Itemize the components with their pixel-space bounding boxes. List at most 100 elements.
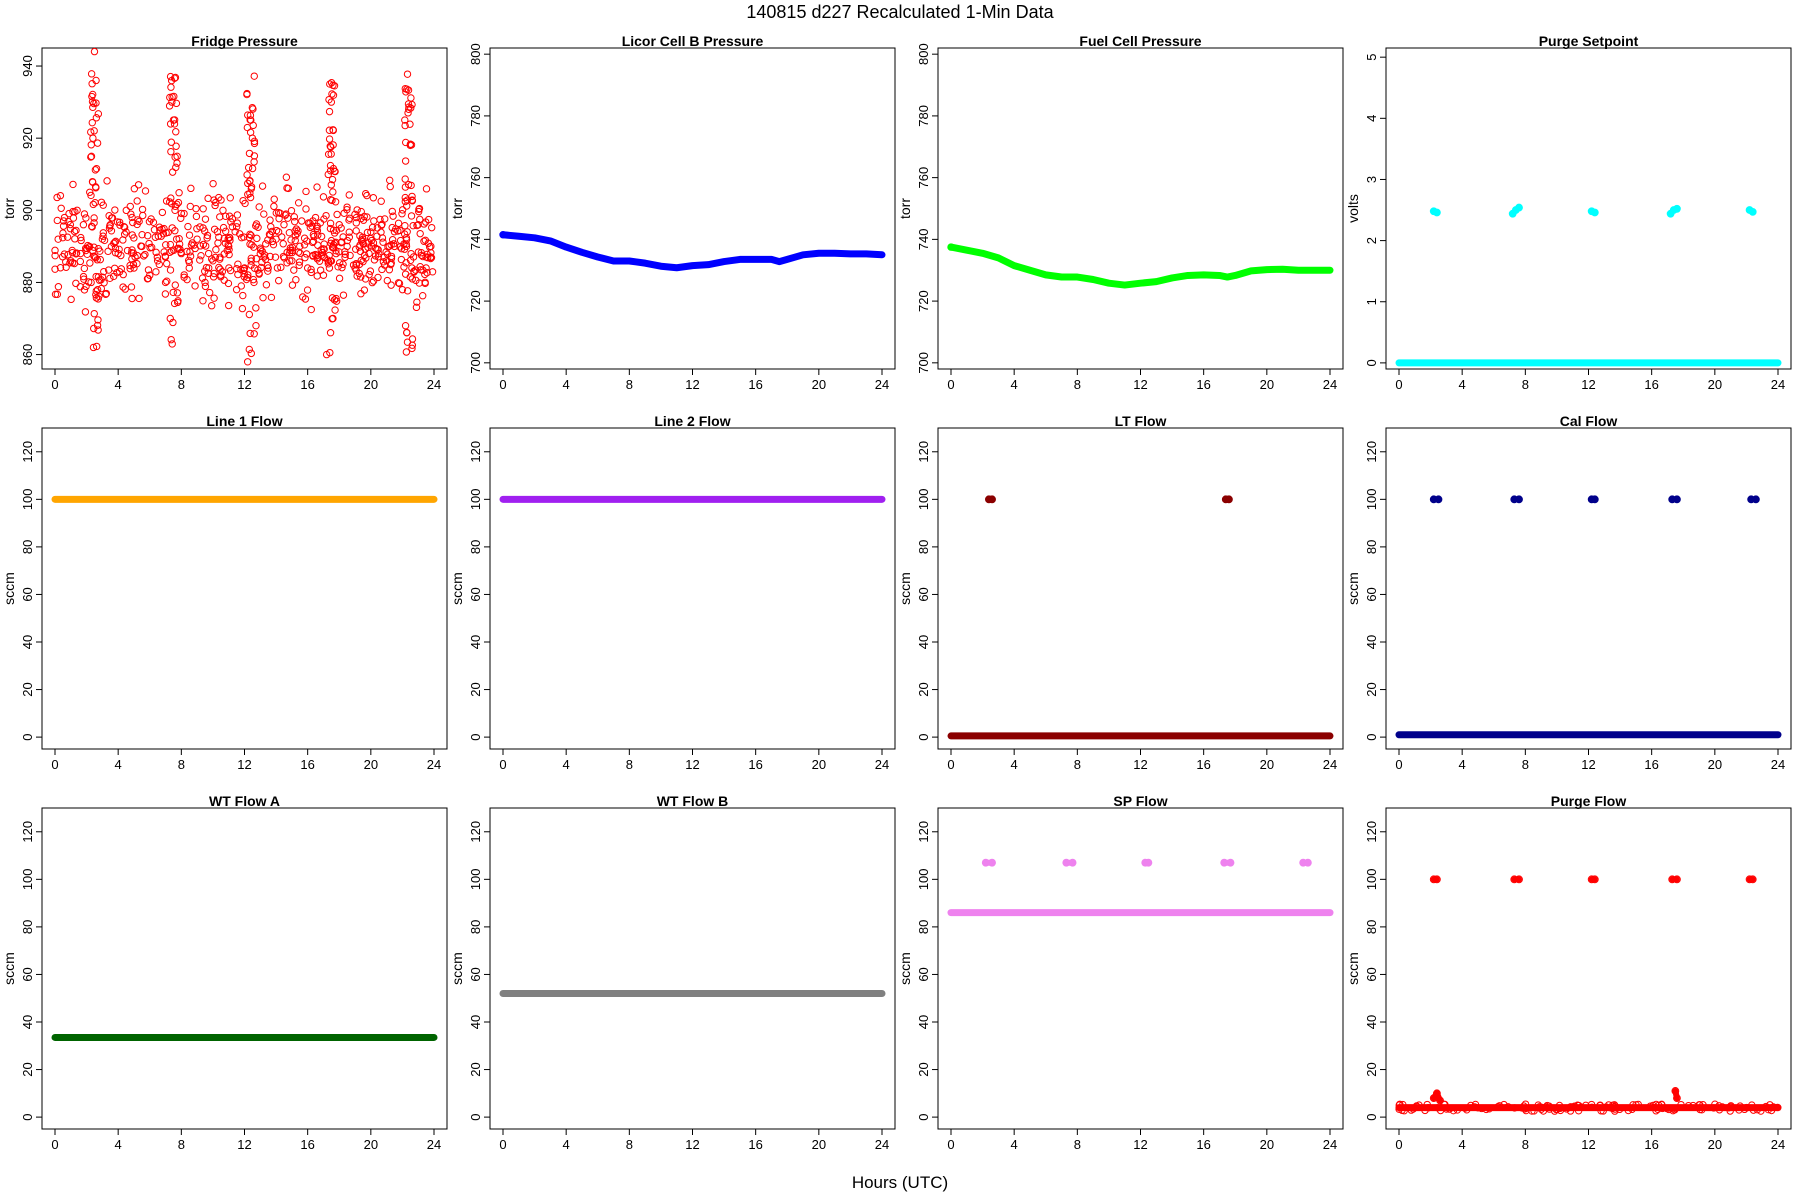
x-tick-label: 8: [1522, 757, 1529, 772]
data-point: [102, 290, 110, 298]
x-tick-label: 0: [51, 757, 58, 772]
data-point: [87, 141, 95, 149]
data-point: [352, 261, 361, 269]
data-point: [319, 193, 328, 201]
data-point: [172, 128, 180, 136]
data-point: [245, 310, 254, 319]
data-point: [386, 176, 394, 185]
data-point: [152, 268, 160, 276]
x-tick-label: 8: [1522, 377, 1529, 392]
data-point: [192, 212, 201, 221]
data-point: [424, 239, 433, 247]
data-point: [309, 237, 318, 246]
x-tick-label: 4: [1011, 757, 1018, 772]
data-point: [1433, 875, 1441, 884]
data-point: [134, 181, 143, 189]
data-point: [270, 195, 278, 203]
x-tick-label: 0: [1395, 757, 1402, 772]
data-point: [408, 275, 417, 283]
x-tick-label: 8: [626, 757, 633, 772]
data-point: [308, 222, 316, 230]
data-point: [248, 164, 257, 173]
data-point: [174, 244, 183, 253]
data-point: [123, 246, 132, 255]
data-point: [419, 292, 427, 300]
data-point: [138, 230, 146, 239]
data-point: [246, 111, 255, 120]
panel-title: Fridge Pressure: [191, 33, 298, 49]
x-tick-label: 12: [1133, 377, 1147, 392]
data-point: [167, 147, 175, 156]
data-point: [396, 226, 404, 235]
y-axis-label: torr: [897, 198, 913, 219]
data-point: [402, 234, 411, 242]
data-point: [183, 247, 191, 256]
data-point: [426, 253, 435, 261]
y-tick-label: 40: [468, 635, 483, 649]
x-tick-label: 16: [300, 757, 314, 772]
data-point: [345, 191, 353, 199]
data-point: [377, 197, 385, 205]
data-point: [135, 217, 143, 226]
data-point: [205, 288, 214, 297]
x-tick-label: 24: [427, 377, 441, 392]
data-point: [422, 253, 430, 261]
data-point: [361, 275, 370, 283]
data-point: [262, 281, 271, 289]
data-point: [388, 236, 397, 244]
y-tick-label: 60: [20, 967, 35, 981]
data-point: [211, 253, 220, 262]
data-point: [177, 214, 185, 222]
data-point: [172, 99, 181, 108]
data-point: [94, 244, 103, 253]
data-point: [144, 266, 153, 274]
data-point: [385, 266, 394, 274]
y-tick-label: 100: [916, 868, 931, 890]
data-point: [268, 237, 277, 246]
y-tick-label: 80: [916, 920, 931, 934]
y-tick-label: 120: [1364, 441, 1379, 463]
panel-title: Line 1 Flow: [206, 413, 282, 429]
data-point: [283, 184, 291, 192]
data-point: [87, 153, 95, 161]
data-point: [428, 223, 436, 232]
data-point: [419, 252, 427, 261]
data-point: [226, 236, 234, 245]
data-point: [1673, 875, 1681, 884]
data-point: [356, 247, 365, 256]
data-point: [1588, 1103, 1596, 1111]
y-tick-label: 80: [468, 540, 483, 554]
y-axis-label: sccm: [449, 572, 465, 605]
data-point: [91, 253, 99, 261]
y-tick-label: 60: [916, 587, 931, 601]
data-point: [335, 259, 344, 267]
data-point: [236, 230, 244, 238]
data-point: [92, 99, 100, 107]
data-point: [422, 185, 431, 193]
data-point: [172, 142, 180, 150]
x-tick-label: 20: [1260, 377, 1274, 392]
data-point: [299, 293, 307, 301]
data-point: [389, 212, 397, 220]
data-point: [107, 214, 116, 222]
x-tick-label: 16: [300, 377, 314, 392]
data-point: [111, 206, 119, 214]
data-point: [357, 256, 366, 265]
y-axis-label: sccm: [897, 952, 913, 985]
data-point: [403, 328, 411, 337]
data-point: [214, 239, 222, 247]
data-point: [99, 229, 108, 237]
data-point: [107, 227, 116, 235]
y-tick-label: 0: [1364, 359, 1379, 366]
data-point: [226, 233, 234, 242]
y-tick-label: 60: [20, 587, 35, 601]
data-point: [196, 256, 204, 264]
data-point: [252, 220, 261, 228]
data-point: [170, 120, 179, 128]
data-point: [314, 241, 322, 249]
data-point: [1395, 1105, 1403, 1113]
data-point: [219, 206, 227, 215]
data-point: [374, 253, 382, 261]
x-tick-label: 16: [1196, 1137, 1210, 1152]
